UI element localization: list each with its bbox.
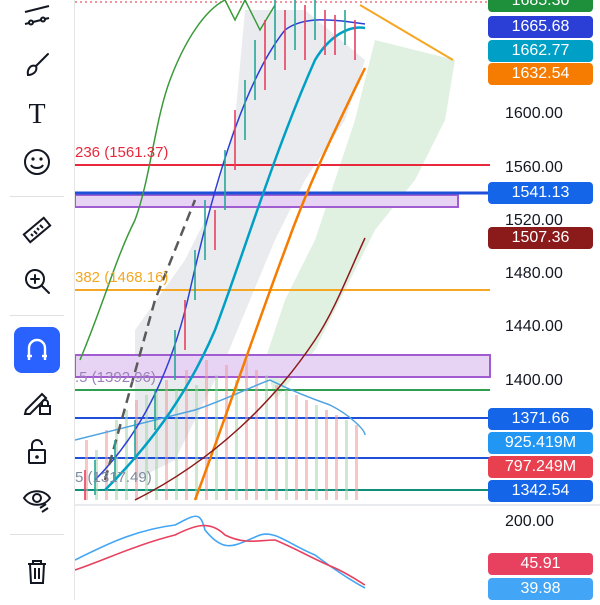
toolbar-separator	[10, 315, 64, 316]
indicator-line-red	[74, 524, 366, 586]
fib-label-618: 5 (1317.49)	[75, 469, 152, 486]
volume-ma-line	[74, 379, 366, 441]
emoji-tool-icon[interactable]	[14, 139, 60, 185]
candlesticks	[84, 0, 356, 500]
drawing-toolbar: T	[0, 0, 75, 600]
volume-badge: 925.419M	[488, 432, 593, 454]
magnet-icon[interactable]	[14, 327, 60, 373]
orange-trend-line	[359, 4, 454, 61]
trend-line-tool-icon[interactable]	[14, 0, 60, 40]
ma-darkred	[134, 237, 366, 501]
indicator-axis-label: 200.00	[505, 513, 554, 530]
price-axis-label: 1480.00	[505, 265, 563, 282]
lock-drawings-icon[interactable]	[14, 378, 60, 424]
price-badge: 1541.13	[488, 182, 593, 204]
volume-badge: 797.249M	[488, 456, 593, 478]
price-badge: 1507.36	[488, 227, 593, 249]
price-axis-label: 1600.00	[505, 105, 563, 122]
price-badge: 1662.77	[488, 40, 593, 62]
chart-area[interactable]: 236 (1561.37) 382 (1468.16) .5 (1392.96)…	[74, 0, 600, 600]
unlock-icon[interactable]	[14, 428, 60, 474]
text-tool-icon[interactable]: T	[14, 90, 60, 136]
toolbar-separator	[10, 196, 64, 197]
fib-label-382: 382 (1468.16)	[75, 269, 169, 286]
price-badge: 1685.30	[488, 0, 593, 12]
price-badge: 1632.54	[488, 63, 593, 85]
price-badge: 1665.68	[488, 16, 593, 38]
price-axis-label: 1400.00	[505, 372, 563, 389]
toolbar-separator	[10, 534, 64, 535]
fib-label-236: 236 (1561.37)	[75, 144, 169, 161]
ichimoku-cloud-green	[265, 40, 455, 400]
indicator-badge: 45.91	[488, 553, 593, 575]
indicator-badge: 39.98	[488, 578, 593, 600]
zoom-in-icon[interactable]	[14, 258, 60, 304]
fib-label-5: .5 (1392.96)	[75, 369, 156, 386]
price-axis-label: 1560.00	[505, 159, 563, 176]
dashed-trend-line	[103, 199, 197, 481]
eye-icon[interactable]	[14, 476, 60, 522]
price-axis-label: 1440.00	[505, 318, 563, 335]
price-badge: 1342.54	[488, 480, 593, 502]
ma-teal	[104, 26, 366, 491]
indicator-line-blue	[74, 515, 366, 589]
price-badge: 1371.66	[488, 408, 593, 430]
fib-zone-purple-lower	[74, 354, 491, 378]
trash-icon[interactable]	[14, 548, 60, 594]
ruler-icon[interactable]	[14, 207, 60, 253]
price-chart-canvas[interactable]	[74, 0, 600, 600]
ma-orange	[193, 67, 367, 501]
price-axis-label: 1520.00	[505, 212, 563, 229]
text-tool-glyph: T	[28, 99, 45, 128]
fib-zone-purple	[74, 194, 459, 208]
brush-tool-icon[interactable]	[14, 42, 60, 88]
